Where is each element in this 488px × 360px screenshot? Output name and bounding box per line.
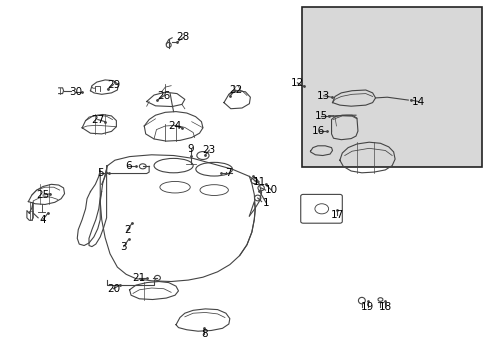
- Text: 26: 26: [157, 91, 170, 101]
- Text: 15: 15: [314, 111, 327, 121]
- Text: 10: 10: [264, 185, 277, 195]
- Text: 12: 12: [290, 78, 304, 88]
- Text: 13: 13: [316, 91, 330, 101]
- Text: 19: 19: [360, 302, 374, 312]
- Text: 6: 6: [124, 161, 131, 171]
- Text: 29: 29: [106, 80, 120, 90]
- Text: 16: 16: [311, 126, 325, 136]
- Text: 22: 22: [228, 85, 242, 95]
- Text: 11: 11: [252, 177, 265, 187]
- Text: 23: 23: [202, 145, 216, 155]
- Text: 20: 20: [107, 284, 120, 294]
- Text: 25: 25: [36, 190, 50, 200]
- Text: 17: 17: [330, 210, 344, 220]
- Text: 27: 27: [91, 114, 104, 125]
- Text: 8: 8: [201, 329, 207, 339]
- Text: 14: 14: [411, 96, 425, 107]
- Text: 3: 3: [120, 242, 127, 252]
- Text: 21: 21: [132, 273, 146, 283]
- Text: 24: 24: [168, 121, 182, 131]
- Text: 4: 4: [40, 215, 46, 225]
- Text: 7: 7: [224, 168, 231, 178]
- Text: 18: 18: [378, 302, 391, 312]
- Bar: [302, 7, 481, 167]
- Text: 9: 9: [187, 144, 194, 154]
- Text: 5: 5: [97, 168, 103, 178]
- Text: 1: 1: [263, 198, 269, 208]
- Text: 28: 28: [176, 32, 190, 42]
- Text: 2: 2: [123, 225, 130, 235]
- Text: 30: 30: [69, 87, 82, 97]
